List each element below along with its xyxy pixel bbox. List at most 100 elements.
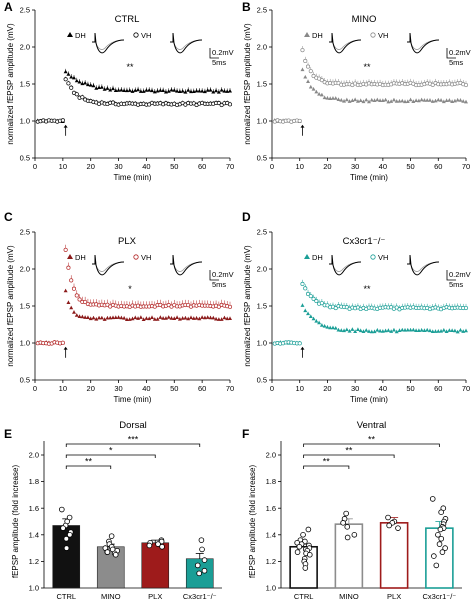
y-tick-label: 2.0 — [29, 451, 39, 460]
data-point-dh — [311, 87, 316, 91]
data-point-dh — [441, 99, 446, 104]
x-tick-label: 10 — [296, 162, 304, 171]
data-point-dh — [180, 89, 185, 93]
data-point-dh — [63, 69, 68, 74]
x-tick-label: 40 — [142, 162, 150, 171]
data-point-dh — [150, 88, 154, 93]
category-label: Cx3cr1⁻/⁻ — [422, 592, 456, 601]
data-point-dh — [175, 315, 180, 319]
y-axis-label: normalized fEPSP amplitude (mV) — [243, 245, 252, 367]
data-point-dh — [147, 316, 152, 321]
x-tick-label: 20 — [323, 384, 331, 393]
data-point-dh — [430, 329, 435, 334]
data-point-dh — [189, 89, 193, 94]
data-point-dh — [458, 98, 463, 102]
data-point-dh — [391, 327, 396, 332]
data-point-dh — [336, 328, 341, 332]
legend-dh-label: DH — [312, 253, 323, 262]
individual-point — [294, 549, 301, 555]
data-point-dh — [386, 328, 391, 332]
panel-F: F Ventral 1.0 1.2 1.4 1.6 1.8 2.0 fEPSP amplitud… — [242, 420, 462, 601]
individual-point — [433, 562, 440, 569]
individual-point — [306, 551, 313, 558]
individual-point — [437, 526, 444, 533]
y-tick-label: 1.6 — [266, 504, 276, 513]
data-point-dh — [422, 328, 427, 333]
individual-point — [300, 531, 306, 538]
data-point-dh — [405, 99, 410, 104]
data-point-dh — [369, 329, 374, 334]
data-point-dh — [342, 328, 347, 333]
category-label: CTRL — [56, 592, 76, 601]
data-point-vh — [319, 301, 324, 306]
stim-arrow-head — [63, 124, 68, 128]
x-tick-label: 60 — [198, 384, 206, 393]
x-tick-label: 50 — [406, 384, 414, 393]
data-point-dh — [113, 315, 118, 319]
data-point-dh — [202, 315, 207, 320]
data-point-vh — [333, 306, 338, 311]
y-tick-label: 1.6 — [29, 504, 39, 513]
data-point-dh — [189, 315, 193, 320]
y-tick-label: 0.5 — [20, 154, 30, 163]
data-point-dh — [439, 98, 444, 102]
bracket-label: * — [109, 446, 113, 456]
data-point-dh — [414, 328, 419, 333]
y-tick-label: 1.8 — [266, 477, 276, 486]
data-point-dh — [322, 95, 327, 100]
y-tick-label: 1.4 — [266, 530, 276, 539]
bracket-label: *** — [128, 435, 139, 445]
panel-title: MINO — [352, 14, 377, 25]
legend-dh-marker — [67, 254, 73, 259]
data-point-vh — [463, 82, 469, 88]
data-point-vh — [303, 58, 308, 64]
panel-C: C 0.5 1.0 1.5 2.0 2.5 0 10 20 30 40 50 60 70 Time (min… — [4, 210, 234, 404]
data-point-dh — [141, 317, 146, 321]
data-point-dh — [439, 329, 444, 333]
data-point-dh — [228, 88, 232, 93]
x-axis-label: Time (min) — [350, 395, 388, 404]
data-point-dh — [155, 317, 160, 321]
y-tick-label: 1.5 — [20, 302, 30, 311]
legend-vh-marker — [133, 254, 139, 260]
bar-3 — [379, 522, 409, 589]
data-point-dh — [77, 314, 82, 318]
individual-point — [305, 526, 312, 533]
data-point-dh — [161, 88, 166, 93]
x-tick-label: 20 — [87, 162, 95, 171]
x-tick-label: 10 — [59, 162, 67, 171]
data-point-dh — [333, 96, 338, 100]
data-point-dh — [408, 327, 413, 332]
data-point-dh — [113, 88, 118, 92]
significance-bracket — [65, 454, 156, 458]
data-point-dh — [63, 288, 68, 293]
data-point-dh — [311, 316, 316, 321]
individual-point — [196, 570, 202, 577]
data-point-dh — [433, 329, 438, 333]
data-point-dh — [350, 327, 355, 331]
data-point-dh — [361, 329, 366, 333]
data-point-vh — [227, 304, 233, 309]
data-point-dh — [144, 88, 149, 92]
individual-point — [66, 514, 73, 521]
bar-1 — [52, 525, 81, 589]
data-point-dh — [441, 328, 446, 332]
x-tick-label: 60 — [198, 162, 206, 171]
data-point-vh — [216, 101, 221, 106]
individual-point — [343, 510, 349, 517]
data-point-dh — [225, 89, 230, 93]
data-point-dh — [155, 89, 160, 93]
data-point-dh — [183, 315, 188, 320]
x-tick-label: 70 — [226, 162, 234, 171]
data-point-dh — [105, 86, 110, 90]
individual-point — [104, 549, 111, 555]
data-point-dh — [130, 316, 135, 321]
data-point-dh — [222, 315, 227, 320]
individual-point — [442, 545, 448, 551]
data-point-dh — [444, 98, 449, 102]
legend-vh-label: VH — [141, 253, 151, 262]
data-point-dh — [219, 88, 224, 92]
y-tick-label: 1.0 — [29, 584, 39, 593]
data-point-vh — [216, 304, 221, 309]
